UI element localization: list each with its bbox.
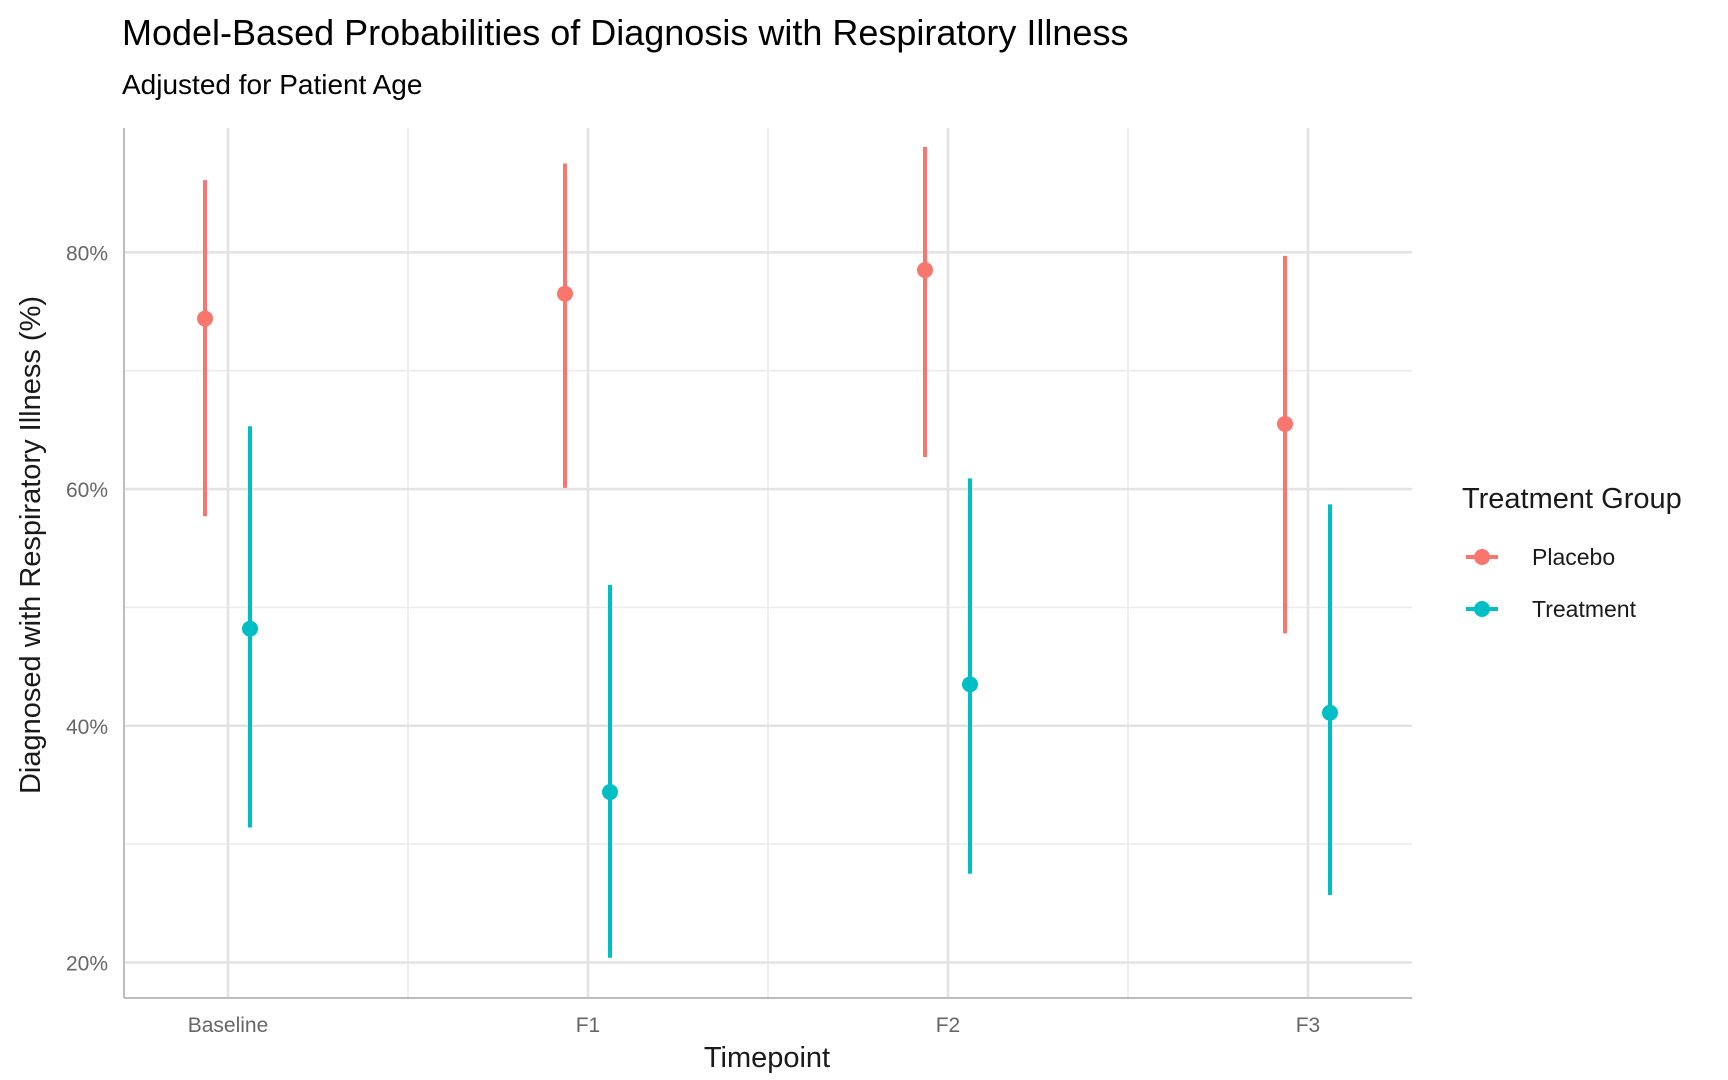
x-tick-label: F3: [1296, 1014, 1321, 1037]
point-placebo: [197, 310, 213, 327]
y-axis-ticks: 20% 40% 60% 80%: [66, 242, 108, 975]
legend: Treatment Group Placebo Treatment: [1462, 483, 1682, 622]
legend-key-point: [1474, 601, 1490, 617]
x-tick-label: Baseline: [188, 1014, 269, 1037]
x-tick-label: F2: [936, 1014, 961, 1037]
legend-label: Placebo: [1532, 544, 1615, 570]
point-placebo: [557, 285, 573, 302]
legend-title: Treatment Group: [1462, 483, 1682, 515]
point-treatment: [242, 620, 258, 637]
y-tick-label: 60%: [66, 479, 108, 502]
point-placebo: [917, 262, 933, 279]
data-marks: [197, 146, 1338, 958]
x-tick-label: F1: [576, 1014, 601, 1037]
point-treatment: [602, 784, 618, 801]
point-treatment: [962, 676, 978, 693]
point-placebo: [1277, 415, 1293, 432]
chart-subtitle: Adjusted for Patient Age: [122, 69, 422, 100]
x-axis-title: Timepoint: [704, 1042, 830, 1074]
point-treatment: [1322, 704, 1338, 721]
y-axis-title: Diagnosed with Respiratory Illness (%): [15, 296, 47, 794]
x-axis-ticks: Baseline F1 F2 F3: [188, 1014, 1321, 1037]
axes: [123, 128, 1412, 999]
grid: [124, 128, 1412, 998]
y-tick-label: 80%: [66, 242, 108, 265]
y-tick-label: 20%: [66, 952, 108, 975]
legend-key-point: [1474, 549, 1490, 565]
legend-label: Treatment: [1532, 596, 1637, 622]
y-tick-label: 40%: [66, 716, 108, 739]
chart-title: Model-Based Probabilities of Diagnosis w…: [122, 12, 1128, 53]
